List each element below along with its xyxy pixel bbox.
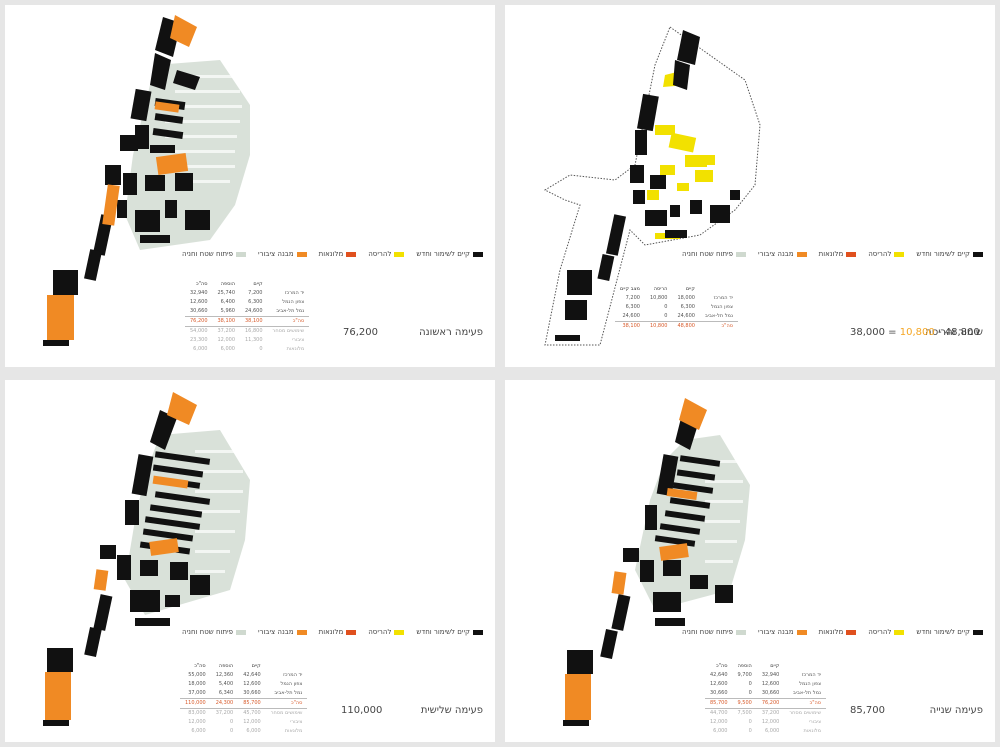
legend-item-existing: קיים לשימור וחדש — [416, 250, 483, 258]
table-row: מלונאות 6,000 0 6,000 — [713, 728, 822, 734]
site-plan-map — [43, 392, 250, 726]
table-row: נמל תל-אביב 24,600 5,960 30,660 — [190, 308, 305, 314]
legend-item-demolish: להריסה — [368, 250, 405, 258]
legend-item-existing: קיים לשימור וחדש — [916, 628, 983, 636]
table-row: ציבורי 11,300 12,000 23,300 — [190, 337, 305, 343]
table-total-row: סה"כ 38,100 38,100 76,200 — [185, 316, 310, 327]
area-table: קיים הוספה סה"כ יד המרכז 32,940 9,700 42,640 … — [705, 662, 827, 736]
legend: קיים לשימור וחדש להריסה מלונאות מבנה ציב… — [682, 628, 983, 636]
legend-item-open-space: פיתוח שטח וחניה — [682, 250, 746, 258]
table-row: שימושים מסחר 16,800 37,200 54,000 — [185, 326, 310, 336]
legend-item-demolish: להריסה — [868, 628, 905, 636]
panel-total: 110,000 — [341, 705, 383, 716]
table-row: יד המרכז 32,940 9,700 42,640 — [710, 672, 822, 678]
legend-item-hotel: מלונאות — [819, 628, 857, 636]
legend-item-hotel: מלונאות — [319, 250, 357, 258]
legend-item-open-space: פיתוח שטח וחניה — [182, 250, 246, 258]
panel-phase-1: קיים לשימור וחדש להריסה מלונאות מבנה ציב… — [5, 5, 495, 367]
table-row: ציבורי 12,000 0 12,000 — [710, 719, 822, 725]
panel-preservation-demolition: קיים לשימור וחדש להריסה מלונאות מבנה ציב… — [505, 5, 995, 367]
table-row: נמל תל-אביב 24,600 0 24,600 — [622, 313, 733, 319]
legend: קיים לשימור וחדש להריסה מלונאות מבנה ציב… — [182, 250, 483, 258]
panel-title: פעימה ראשונה — [419, 327, 483, 338]
panel-title: פעימה שנייה — [929, 705, 983, 716]
legend-item-public: מבנה ציבורי — [758, 250, 807, 258]
table-row: מלונאות 0 6,000 6,000 — [193, 346, 305, 352]
area-table: קיים הריסה מצב קיים יד המרכז 18,000 10,800 7,… — [615, 285, 738, 331]
panel-total: 76,200 — [343, 327, 378, 338]
site-plan-map — [43, 15, 250, 346]
site-plan-map — [563, 398, 750, 726]
legend: קיים לשימור וחדש להריסה מלונאות מבנה ציב… — [182, 628, 483, 636]
legend-item-open-space: פיתוח שטח וחניה — [182, 628, 246, 636]
table-row: שימושים מסחר 37,200 7,500 44,700 — [705, 708, 827, 718]
panel-title: פעימה שלישית — [420, 705, 483, 716]
panel-total: 85,700 — [850, 705, 885, 716]
table-row: יד המרכז 18,000 10,800 7,200 — [625, 295, 733, 301]
legend-item-public: מבנה ציבורי — [758, 628, 807, 636]
table-row: נמל תל-אביב 30,660 6,340 37,000 — [188, 690, 303, 696]
legend-item-existing: קיים לשימור וחדש — [916, 250, 983, 258]
table-row: צפון הנמל 12,600 0 12,600 — [710, 681, 822, 687]
table-total-row: סה"כ 76,200 9,500 85,700 — [705, 698, 827, 709]
panel-phase-2: קיים לשימור וחדש להריסה מלונאות מבנה ציב… — [505, 380, 995, 742]
table-row: צפון הנמל 6,300 6,400 12,600 — [190, 299, 305, 305]
legend-item-hotel: מלונאות — [319, 628, 357, 636]
legend-item-public: מבנה ציבורי — [258, 250, 307, 258]
panel-phase-3: קיים לשימור וחדש להריסה מלונאות מבנה ציב… — [5, 380, 495, 742]
area-table: קיים הוספה סה"כ יד המרכז 7,200 25,740 32,940 … — [185, 280, 310, 354]
table-total-row: סה"כ 48,800 10,800 38,100 — [615, 321, 738, 331]
legend-item-public: מבנה ציבורי — [258, 628, 307, 636]
table-row: נמל תל-אביב 30,660 0 30,660 — [710, 690, 822, 696]
table-row: ציבורי 12,000 0 12,000 — [188, 719, 303, 725]
table-row: מלונאות 6,000 0 6,000 — [191, 728, 303, 734]
legend-item-demolish: להריסה — [368, 628, 405, 636]
panel-total: 38,000 = 10,800 - 48,800 — [850, 327, 980, 338]
table-row: יד המרכז 7,200 25,740 32,940 — [190, 290, 305, 296]
legend-item-demolish: להריסה — [868, 250, 905, 258]
table-row: צפון הנמל 6,300 0 6,300 — [625, 304, 733, 310]
panel-title: שימור והריסה — [925, 327, 983, 338]
table-total-row: סה"כ 85,700 24,300 110,000 — [180, 698, 308, 709]
legend: קיים לשימור וחדש להריסה מלונאות מבנה ציב… — [682, 250, 983, 258]
site-plan-map — [543, 26, 761, 346]
legend-item-hotel: מלונאות — [819, 250, 857, 258]
table-row: צפון הנמל 12,600 5,400 18,000 — [188, 681, 303, 687]
legend-item-open-space: פיתוח שטח וחניה — [682, 628, 746, 636]
table-row: יד המרכז 42,640 12,360 55,000 — [188, 672, 303, 678]
legend-item-existing: קיים לשימור וחדש — [416, 628, 483, 636]
table-row: שימושים מסחר 45,700 37,200 83,000 — [180, 708, 308, 718]
area-table: קיים הוספה סה"כ יד המרכז 42,640 12,360 55,000… — [180, 662, 308, 736]
